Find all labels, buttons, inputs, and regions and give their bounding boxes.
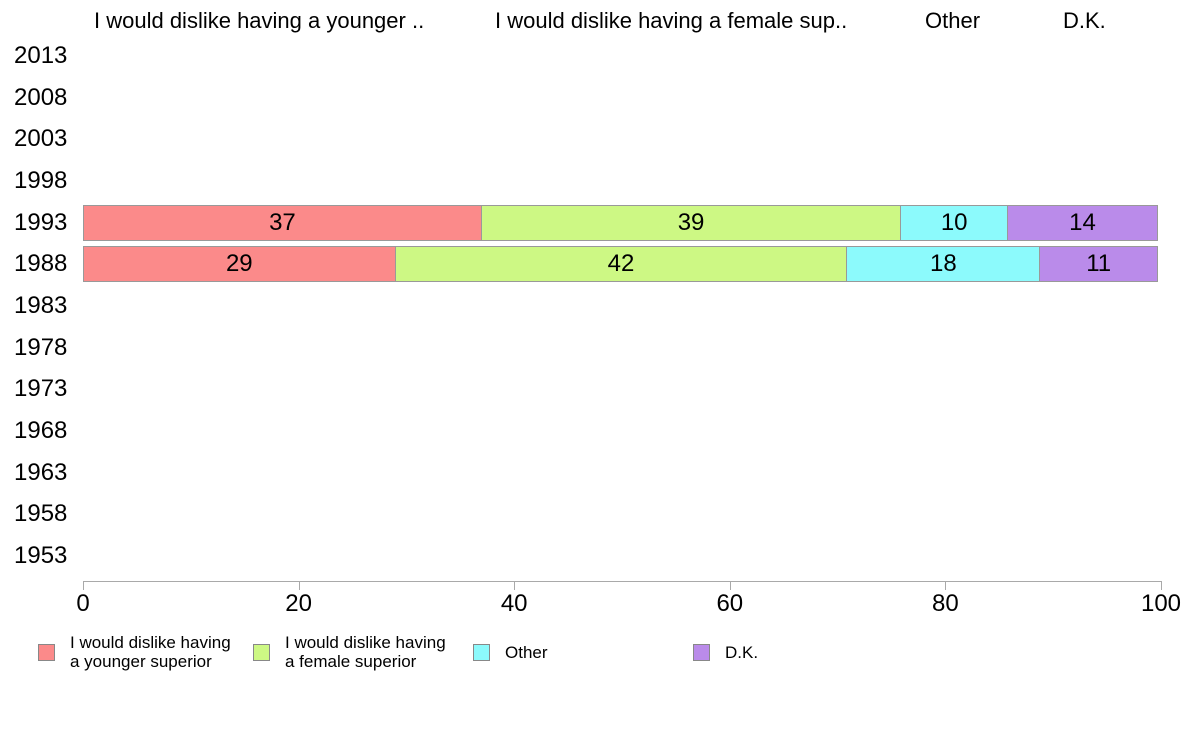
bar-segment[interactable]: 37	[83, 204, 482, 241]
bar-segment[interactable]: 10	[900, 204, 1009, 241]
legend-swatch-icon	[38, 643, 55, 661]
year-label: 1983	[14, 291, 68, 319]
chart-row: 1973	[0, 369, 1188, 411]
bar-area: 37 39 10 14	[83, 204, 1161, 241]
bar-area	[83, 121, 1161, 157]
legend-item[interactable]: Other	[473, 633, 548, 671]
bar-segment[interactable]: 18	[846, 246, 1041, 283]
chart-row: 2008	[0, 77, 1188, 119]
x-axis-line	[83, 581, 1162, 582]
bar-area	[83, 496, 1161, 532]
bar-area	[83, 538, 1161, 574]
x-axis-tick	[514, 581, 516, 590]
legend-swatch-icon	[473, 643, 490, 661]
chart-rows: 2013 2008 2003 1998 1993 37 39 10 14 1988 29 42 18 11…	[0, 35, 1188, 577]
chart-row: 1953	[0, 535, 1188, 577]
year-label: 1973	[14, 375, 68, 403]
year-label: 2003	[14, 125, 68, 153]
year-label: 1968	[14, 417, 68, 445]
year-label: 1963	[14, 458, 68, 486]
bar-segment[interactable]: 29	[83, 246, 396, 283]
year-label: 1978	[14, 333, 68, 361]
column-header-other: Other	[925, 8, 981, 33]
column-header-dk: D.K.	[1063, 8, 1106, 33]
year-label: 2013	[14, 41, 68, 69]
bar-segment[interactable]: 14	[1007, 204, 1158, 241]
chart-row: 1988 29 42 18 11	[0, 243, 1188, 285]
x-axis-tick-label: 100	[1140, 590, 1182, 617]
year-label: 2008	[14, 83, 68, 111]
year-label: 1998	[14, 166, 68, 194]
legend-item[interactable]: D.K.	[693, 633, 758, 671]
chart-row: 1958	[0, 494, 1188, 536]
legend-label: I would dislike having a younger superio…	[70, 633, 231, 671]
legend-swatch-icon	[253, 643, 270, 661]
chart-row: 2013	[0, 35, 1188, 77]
x-axis-tick	[83, 581, 84, 590]
bar-segment[interactable]: 11	[1039, 246, 1158, 283]
legend-label: I would dislike having a female superior	[285, 633, 446, 671]
x-axis-tick-label: 60	[716, 590, 744, 617]
year-label: 1953	[14, 542, 68, 570]
chart-row: 1983	[0, 285, 1188, 327]
bar-segment[interactable]: 39	[480, 204, 902, 241]
x-axis-tick	[729, 581, 731, 590]
chart-row: 2003	[0, 118, 1188, 160]
year-label: 1958	[14, 500, 68, 528]
x-axis-tick	[945, 581, 947, 590]
chart-row: 1968	[0, 410, 1188, 452]
bar-area	[83, 455, 1161, 491]
bar-area: 29 42 18 11	[83, 246, 1161, 283]
bar-area	[83, 163, 1161, 199]
chart-row: 1963	[0, 452, 1188, 494]
bar-area	[83, 413, 1161, 449]
x-axis-tick	[298, 581, 300, 590]
legend-label: D.K.	[725, 642, 759, 662]
chart-row: 1998	[0, 160, 1188, 202]
bar-area	[83, 38, 1161, 74]
legend-swatch-icon	[693, 643, 710, 661]
chart-row: 1993 37 39 10 14	[0, 202, 1188, 244]
bar-area	[83, 371, 1161, 407]
bar-segment[interactable]: 42	[394, 246, 848, 283]
x-axis-tick-label: 40	[500, 590, 528, 617]
x-axis-tick-label: 0	[76, 590, 90, 617]
x-axis-tick-label: 80	[932, 590, 959, 617]
column-header-row: I would dislike having a younger .. I wo…	[0, 0, 1188, 34]
chart-row: 1978	[0, 327, 1188, 369]
x-axis-tick	[1161, 581, 1162, 590]
bar-area	[83, 330, 1161, 366]
legend-item[interactable]: I would dislike having a younger superio…	[38, 633, 231, 671]
legend-label: Other	[505, 642, 548, 662]
bar-area	[83, 80, 1161, 116]
column-header-younger-superior: I would dislike having a younger ..	[94, 8, 425, 33]
column-header-female-superior: I would dislike having a female sup..	[495, 8, 848, 33]
legend-item[interactable]: I would dislike having a female superior	[253, 633, 446, 671]
year-label: 1993	[14, 208, 68, 236]
bar-area	[83, 288, 1161, 324]
x-axis-tick-label: 20	[285, 590, 312, 617]
year-label: 1988	[14, 250, 68, 278]
